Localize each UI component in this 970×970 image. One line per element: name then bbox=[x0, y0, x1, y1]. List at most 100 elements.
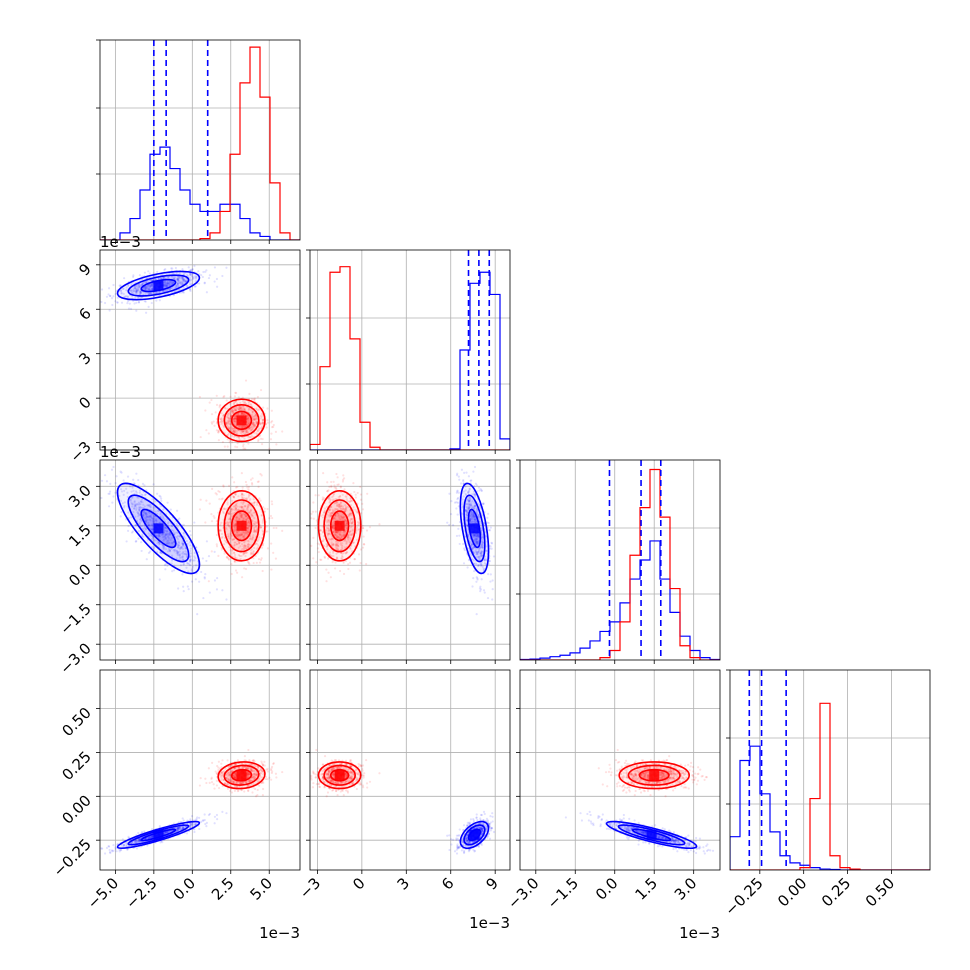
sample-point bbox=[340, 537, 343, 540]
sample-point bbox=[168, 550, 172, 553]
sample-point bbox=[476, 577, 479, 580]
sample-point bbox=[343, 533, 346, 536]
sample-point bbox=[237, 542, 240, 545]
sample-point bbox=[164, 568, 167, 571]
sample-point bbox=[334, 530, 338, 534]
sample-point bbox=[189, 818, 192, 821]
sample-point bbox=[243, 541, 246, 544]
sample-point bbox=[247, 530, 250, 534]
sample-point bbox=[476, 533, 479, 537]
sample-point bbox=[116, 301, 119, 304]
sample-point bbox=[215, 429, 218, 432]
sample-point bbox=[240, 472, 243, 475]
sample-point bbox=[140, 296, 143, 299]
sample-point bbox=[132, 274, 135, 277]
sample-point bbox=[476, 551, 479, 554]
sample-point bbox=[100, 847, 103, 850]
sample-point bbox=[343, 530, 347, 533]
sample-point bbox=[340, 517, 344, 520]
sample-point bbox=[127, 835, 130, 838]
sample-point bbox=[223, 395, 226, 398]
sample-point bbox=[107, 845, 110, 848]
sample-point bbox=[208, 274, 211, 277]
sample-point bbox=[235, 533, 238, 537]
sample-point bbox=[324, 529, 327, 532]
sample-point bbox=[178, 275, 181, 279]
sample-point bbox=[217, 431, 220, 434]
sample-point bbox=[246, 506, 249, 509]
sample-point bbox=[166, 501, 169, 504]
sample-point bbox=[259, 499, 262, 502]
sample-point bbox=[150, 278, 153, 282]
sample-point bbox=[362, 535, 365, 538]
sample-point bbox=[177, 546, 180, 549]
sample-point bbox=[247, 511, 250, 514]
sample-point bbox=[188, 560, 192, 563]
sample-point bbox=[178, 550, 181, 553]
sample-point bbox=[236, 505, 239, 508]
sample-point bbox=[186, 585, 189, 588]
sample-point bbox=[250, 538, 253, 541]
sample-point bbox=[232, 417, 236, 421]
sample-point bbox=[461, 542, 465, 546]
sample-point bbox=[146, 504, 149, 507]
sample-point bbox=[359, 512, 363, 515]
sample-point bbox=[244, 413, 247, 416]
sample-point bbox=[234, 493, 237, 496]
sample-point bbox=[121, 838, 124, 841]
sample-point bbox=[150, 288, 154, 291]
sample-point bbox=[334, 544, 338, 547]
sample-point bbox=[229, 395, 232, 398]
sample-point bbox=[270, 409, 273, 412]
sample-point bbox=[329, 512, 332, 516]
sample-point bbox=[164, 537, 168, 541]
sample-point bbox=[103, 474, 107, 477]
sample-point bbox=[135, 839, 138, 842]
sample-point bbox=[244, 480, 248, 484]
sample-point bbox=[243, 408, 246, 411]
sample-point bbox=[475, 539, 478, 542]
sample-point bbox=[161, 517, 165, 520]
sample-point bbox=[476, 541, 479, 544]
sample-point bbox=[220, 418, 223, 421]
sample-point bbox=[246, 509, 250, 512]
sample-point bbox=[332, 520, 336, 524]
histogram-red-series bbox=[310, 266, 510, 450]
sample-point bbox=[247, 526, 250, 529]
sample-point bbox=[246, 544, 249, 547]
sample-point bbox=[141, 524, 144, 527]
sample-point bbox=[457, 491, 460, 494]
sample-point bbox=[148, 285, 151, 288]
sample-point bbox=[238, 534, 241, 537]
sample-point bbox=[185, 825, 188, 828]
sample-point bbox=[165, 284, 168, 287]
sample-point bbox=[243, 505, 246, 508]
sample-point bbox=[232, 429, 235, 433]
sample-point bbox=[210, 520, 214, 523]
sample-point bbox=[168, 549, 171, 552]
sample-point bbox=[347, 505, 350, 509]
sample-point bbox=[257, 558, 261, 561]
sample-point bbox=[261, 521, 265, 524]
sample-point bbox=[187, 587, 190, 591]
sample-point bbox=[180, 281, 184, 284]
sample-point bbox=[251, 414, 254, 417]
sample-point bbox=[344, 504, 347, 507]
sample-point bbox=[231, 410, 235, 413]
sample-point bbox=[163, 832, 167, 835]
sample-point bbox=[240, 412, 244, 415]
sample-point bbox=[137, 840, 140, 843]
sample-point bbox=[483, 523, 486, 527]
sample-point bbox=[240, 514, 243, 517]
sample-point bbox=[237, 425, 241, 428]
sample-point bbox=[227, 557, 230, 560]
sample-point bbox=[341, 480, 345, 483]
sample-point bbox=[480, 561, 483, 564]
sample-point bbox=[177, 544, 180, 547]
sample-point bbox=[138, 523, 141, 526]
sample-point bbox=[252, 526, 256, 529]
sample-point bbox=[325, 542, 328, 546]
sample-point bbox=[245, 518, 248, 522]
sample-point bbox=[234, 522, 237, 525]
sample-point bbox=[235, 557, 238, 560]
